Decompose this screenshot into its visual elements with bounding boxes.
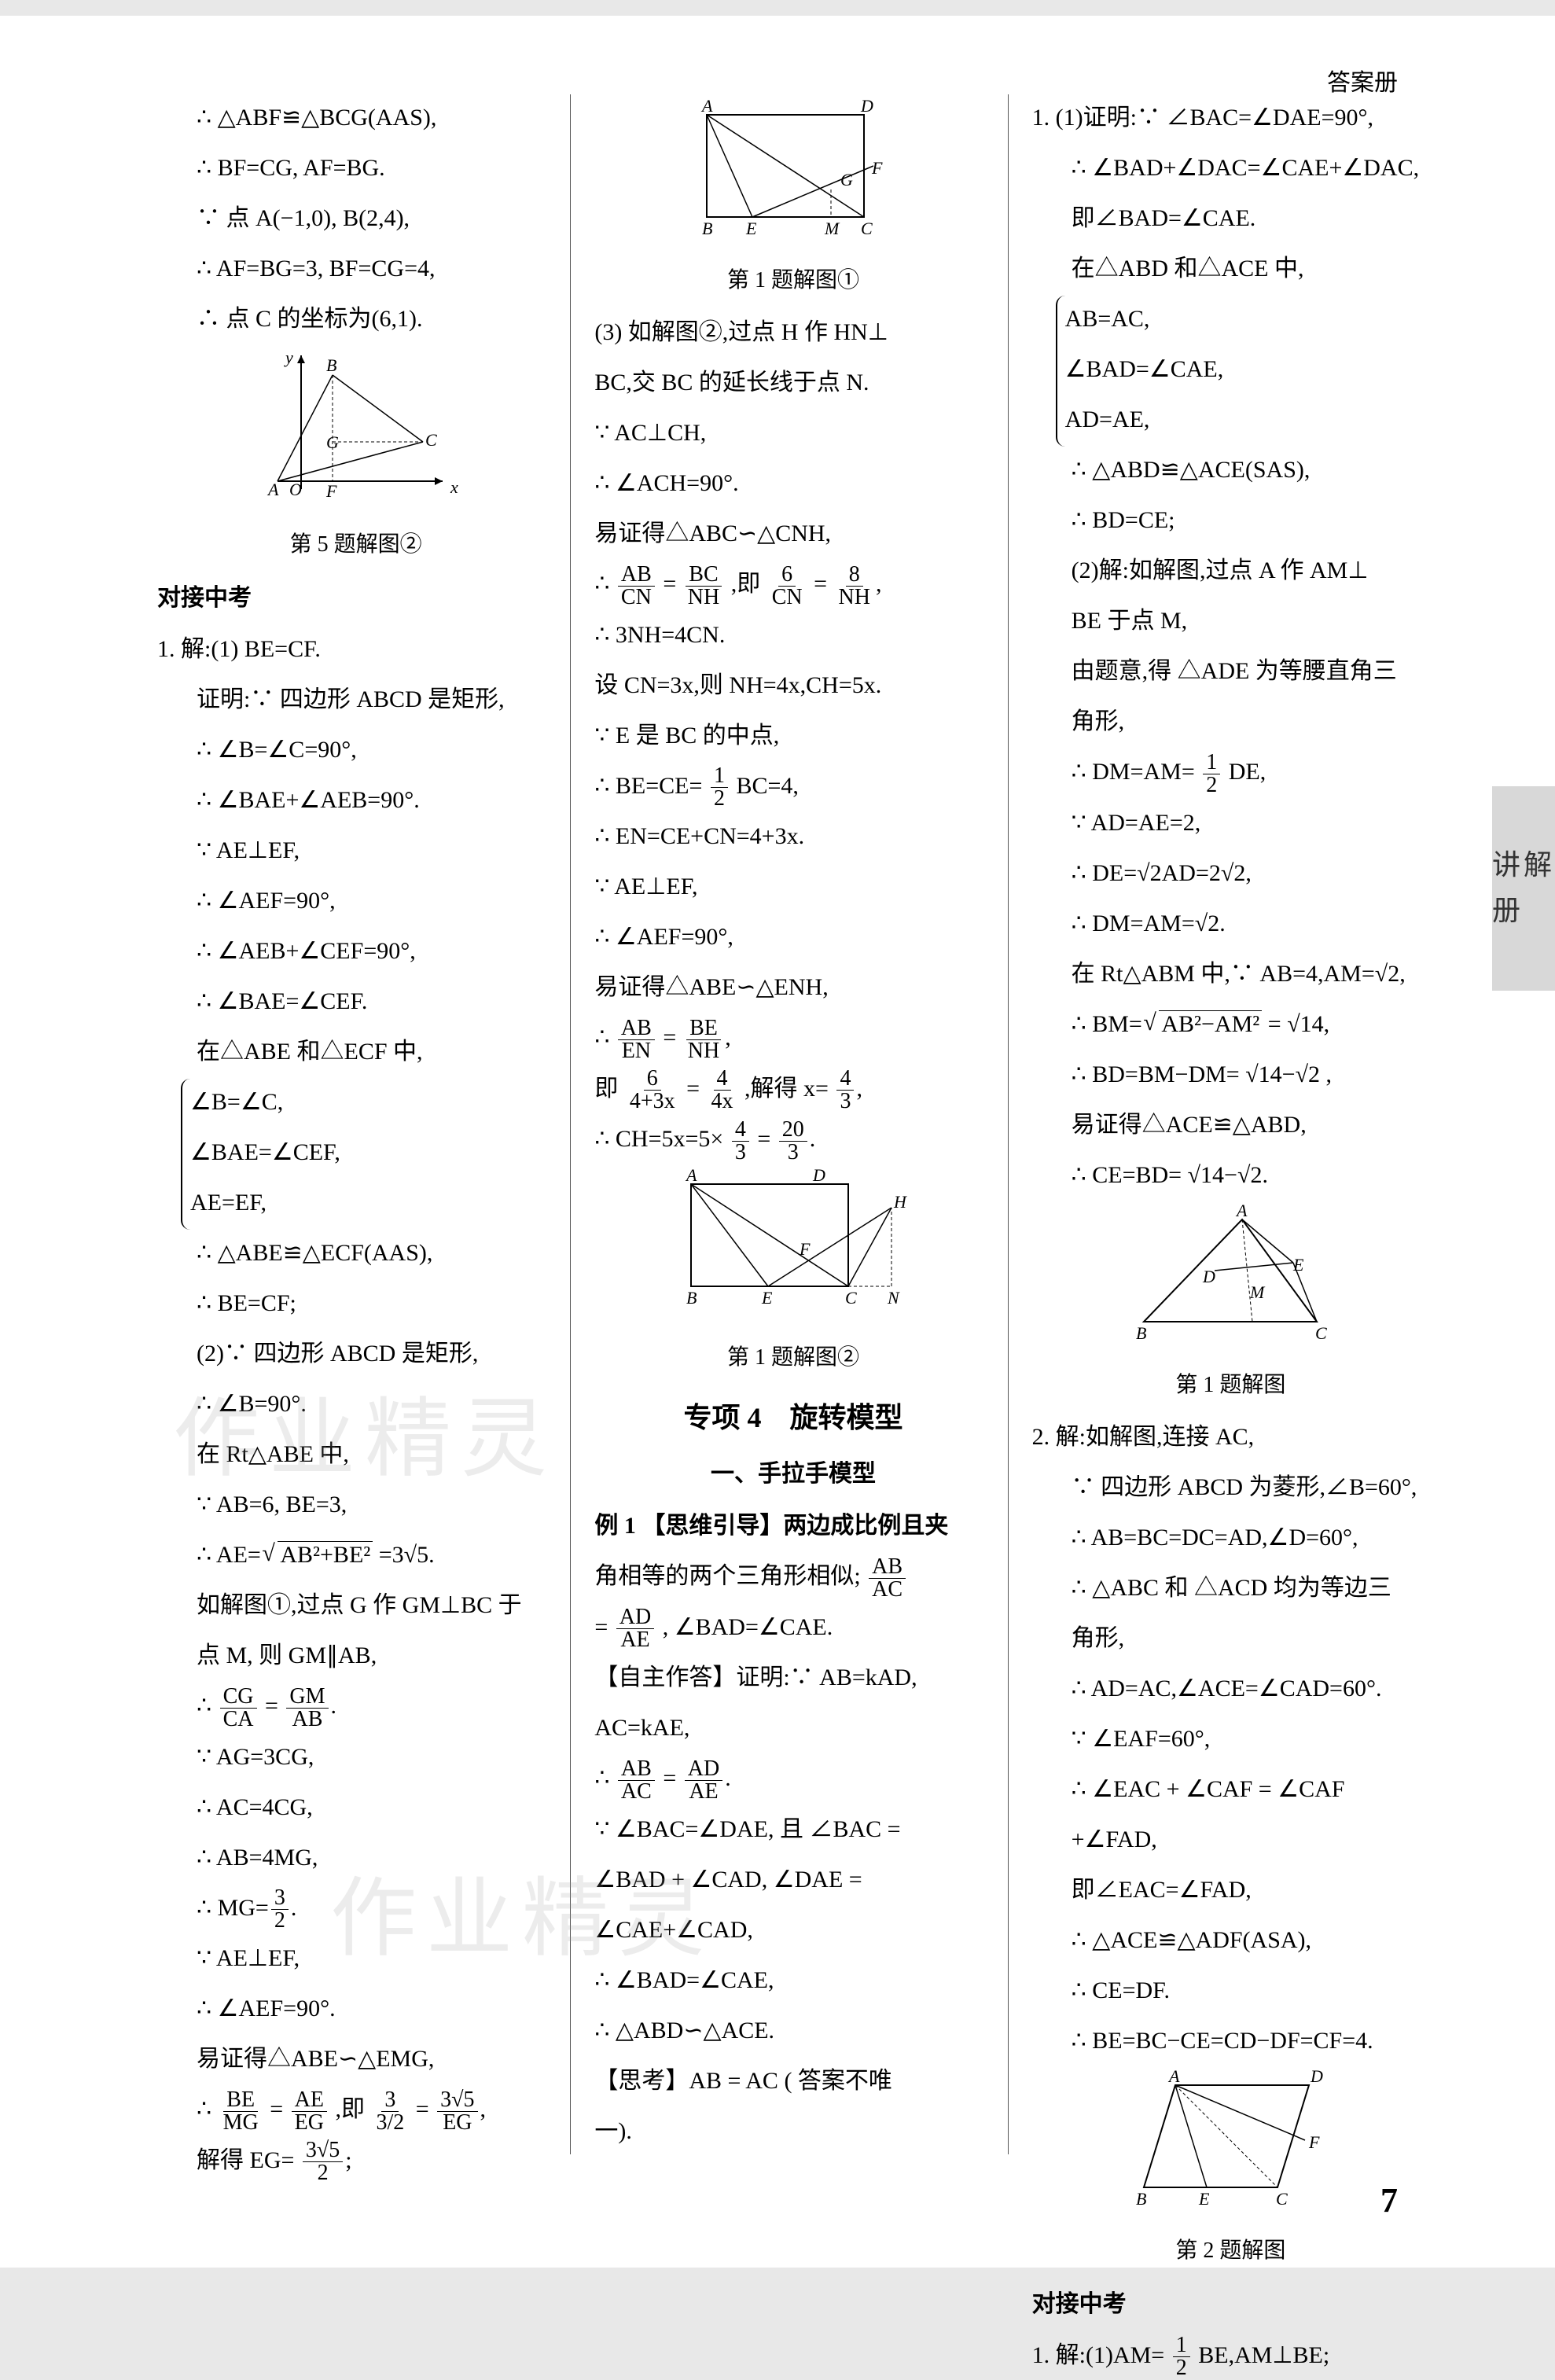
svg-text:E: E [1198,2189,1210,2209]
svg-text:B: B [326,355,336,375]
svg-text:F: F [1308,2132,1320,2152]
svg-text:C: C [845,1288,857,1308]
svg-text:M: M [1249,1282,1266,1302]
sidebar-tab: 讲解册 [1492,786,1555,991]
svg-text:D: D [860,99,873,116]
figure-c3-2: A D B C E F [1032,2069,1429,2227]
figure-c3-1: A B C D M E [1032,1204,1429,1362]
figure-c3-2-caption: 第 2 题解图 [1032,2229,1429,2273]
svg-text:A: A [1235,1204,1248,1220]
svg-text:B: B [702,219,712,238]
svg-text:D: D [1310,2069,1323,2086]
figure-1-1: A D B C E M F G [594,99,991,257]
svg-text:A: A [685,1168,697,1185]
svg-text:C: C [1315,1323,1327,1343]
column-3: 1. (1)证明:∵ ∠BAC=∠DAE=90°, ∴ ∠BAD+∠DAC=∠C… [1032,94,1429,2154]
svg-text:x: x [450,477,458,497]
svg-text:A: A [267,480,279,499]
svg-text:B: B [1136,1323,1146,1343]
column-1: ∴ △ABF≌△BCG(AAS), ∴ BF=CG, AF=BG. ∵ 点 A(… [157,94,571,2154]
brace-1: ∠B=∠C, ∠BAE=∠CEF, AE=EF, [181,1079,340,1230]
figure-5-2-caption: 第 5 题解图② [157,523,554,567]
svg-text:O: O [289,480,302,499]
svg-text:F: F [325,481,337,501]
page-number: 7 [1380,2180,1398,2220]
section-duijie-3: 对接中考 [1032,2281,1429,2328]
svg-text:M: M [824,219,840,238]
svg-text:A: A [700,99,713,116]
svg-text:y: y [284,348,293,367]
page: 答案册 讲解册 ∴ △ABF≌△BCG(AAS), ∴ BF=CG, AF=BG… [0,16,1555,2268]
svg-text:E: E [745,219,757,238]
svg-text:C: C [425,430,437,450]
header-right: 答案册 [1327,63,1398,97]
svg-text:A: A [1167,2069,1180,2086]
svg-text:C: C [861,219,873,238]
svg-text:C: C [1276,2189,1288,2209]
zhuanxiang-4-title: 专项 4 旋转模型 [594,1389,991,1446]
sub-title-1: 一、手拉手模型 [594,1451,991,1498]
svg-text:E: E [761,1288,773,1308]
figure-1-1-caption: 第 1 题解图① [594,259,991,303]
svg-text:D: D [812,1168,825,1185]
columns: ∴ △ABF≌△BCG(AAS), ∴ BF=CG, AF=BG. ∵ 点 A(… [157,94,1429,2154]
figure-1-2: A D B C E N H F [594,1168,991,1334]
svg-text:B: B [1136,2189,1146,2209]
figure-1-2-caption: 第 1 题解图② [594,1336,991,1380]
brace-2: AB=AC, ∠BAD=∠CAE, AD=AE, [1056,296,1224,447]
svg-text:B: B [686,1288,697,1308]
svg-text:F: F [871,158,883,178]
column-2: A D B C E M F G 第 1 题解图① (3) 如解图②,过点 H 作… [594,94,1008,2154]
svg-text:D: D [1202,1267,1215,1286]
section-duijie: 对接中考 [157,575,554,622]
svg-text:N: N [887,1288,900,1308]
figure-5-2: x y O A B C G F [157,348,554,521]
figure-c3-1-caption: 第 1 题解图 [1032,1363,1429,1407]
svg-text:H: H [893,1192,907,1212]
